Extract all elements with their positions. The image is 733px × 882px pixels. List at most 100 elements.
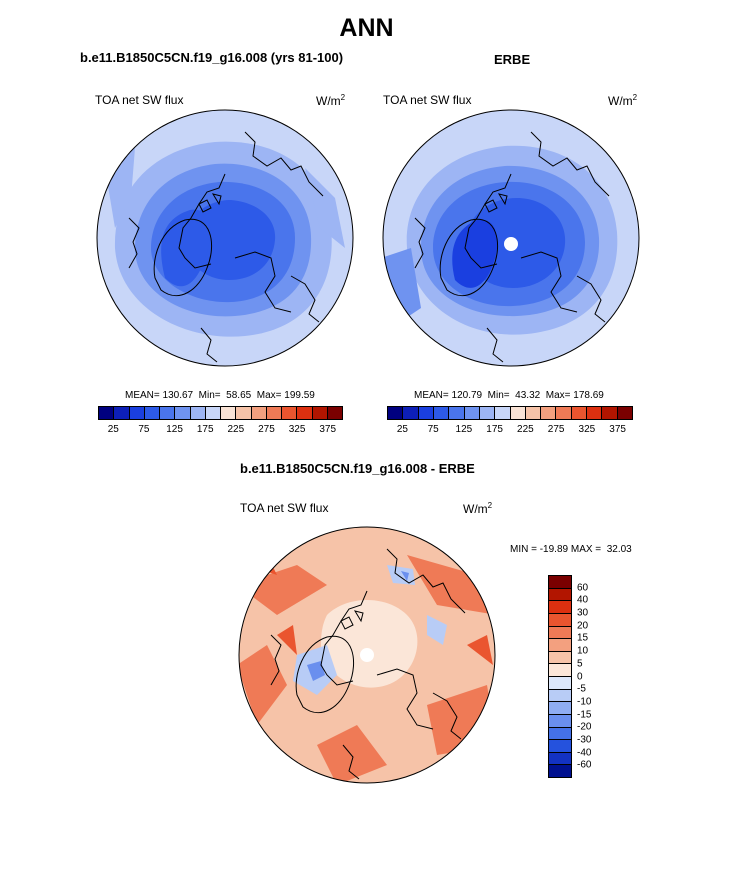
- model-colorbar-swatch: [99, 407, 115, 419]
- obs-colorbar-swatch: [602, 407, 618, 419]
- diff-colorbar-tick-label: 30: [577, 607, 589, 619]
- figure-title: ANN: [339, 14, 394, 42]
- model-colorbar-swatch: [251, 407, 267, 419]
- model-colorbar-tick-label: 325: [288, 424, 306, 435]
- diff-colorbar-swatch: [549, 765, 571, 777]
- diff-map-warm: [239, 555, 495, 783]
- obs-colorbar-tick-label: 275: [547, 424, 565, 435]
- diff-colorbar-swatch: [549, 626, 571, 640]
- obs-colorbar-labels: 25 75 125 175 225 275 325 375: [387, 424, 633, 438]
- diff-stats: MIN = -19.89 MAX = 32.03: [510, 544, 632, 555]
- model-colorbar-tick-label: 75: [138, 424, 150, 435]
- diff-colorbar-swatch: [549, 714, 571, 728]
- diff-colorbar-swatch: [549, 727, 571, 741]
- diff-panel-title: b.e11.B1850C5CN.f19_g16.008 - ERBE: [240, 461, 475, 476]
- obs-colorbar-tick-label: 75: [427, 424, 439, 435]
- diff-colorbar-swatch: [549, 677, 571, 690]
- diff-colorbar-tick-label: 10: [577, 645, 589, 657]
- model-colorbar-swatch: [297, 407, 313, 419]
- obs-colorbar-tick-label: 325: [578, 424, 596, 435]
- obs-colorbar-swatch: [541, 407, 557, 419]
- obs-colorbar-swatch: [403, 407, 419, 419]
- model-colorbar-tick-label: 225: [227, 424, 245, 435]
- obs-colorbar-swatch: [525, 407, 542, 419]
- obs-colorbar-swatch: [388, 407, 404, 419]
- diff-colorbar-tick-label: -15: [577, 709, 592, 721]
- diff-colorbar-swatch: [549, 613, 571, 627]
- obs-polar-map: [382, 109, 640, 367]
- obs-units-label: W/m2: [608, 93, 638, 108]
- diff-colorbar-swatch: [549, 752, 571, 766]
- model-colorbar-swatch: [129, 407, 145, 419]
- model-colorbar-swatch: [175, 407, 191, 419]
- diff-colorbar-swatch: [549, 639, 571, 652]
- model-variable-label: TOA net SW flux: [95, 93, 184, 107]
- model-units-label: W/m2: [316, 93, 346, 108]
- diff-polar-map: [238, 526, 496, 784]
- model-colorbar-tick-label: 375: [319, 424, 337, 435]
- obs-colorbar: [387, 406, 633, 420]
- model-map-patches: [105, 148, 345, 248]
- diff-colorbar-swatch: [549, 588, 571, 602]
- obs-colorbar-swatch: [495, 407, 511, 419]
- obs-colorbar-swatch: [449, 407, 465, 419]
- diff-colorbar-swatch: [549, 689, 571, 703]
- diff-colorbar: [548, 575, 572, 778]
- obs-panel-title: ERBE: [494, 52, 531, 67]
- diff-colorbar-tick-label: 15: [577, 632, 589, 644]
- obs-colorbar-swatch: [479, 407, 496, 419]
- obs-coastlines: [414, 131, 610, 363]
- diff-colorbar-tick-label: 40: [577, 594, 589, 606]
- obs-colorbar-swatch: [418, 407, 434, 419]
- model-colorbar-swatch: [327, 407, 342, 419]
- model-colorbar-swatch: [221, 407, 237, 419]
- obs-colorbar-tick-label: 175: [486, 424, 503, 435]
- model-colorbar-tick-label: 25: [107, 424, 119, 435]
- model-colorbar-swatch: [205, 407, 221, 419]
- diff-colorbar-tick-label: 20: [577, 620, 589, 632]
- diff-map-cold: [307, 571, 409, 681]
- model-colorbar-swatch: [312, 407, 328, 419]
- diff-map-cool: [293, 565, 447, 695]
- diff-map-pale: [321, 600, 418, 688]
- diff-colorbar-tick-label: -5: [577, 683, 586, 695]
- diff-colorbar-swatch: [549, 702, 571, 715]
- obs-pole-hole: [504, 237, 518, 251]
- model-polar-map: [96, 109, 354, 367]
- model-colorbar-swatch: [266, 407, 282, 419]
- obs-colorbar-swatch: [464, 407, 480, 419]
- diff-colorbar-swatch: [549, 740, 571, 753]
- obs-colorbar-tick-label: 25: [396, 424, 408, 435]
- diff-units-label: W/m2: [463, 501, 493, 516]
- obs-colorbar-tick-label: 125: [455, 424, 473, 435]
- obs-colorbar-swatch: [433, 407, 450, 419]
- diff-colorbar-tick-label: 0: [577, 671, 583, 682]
- diff-colorbar-tick-label: -30: [577, 734, 592, 746]
- model-colorbar-swatch: [160, 407, 176, 419]
- diff-colorbar-tick-label: -60: [577, 759, 592, 771]
- diff-colorbar-swatch: [549, 651, 571, 665]
- diff-colorbar-tick-label: -20: [577, 721, 592, 733]
- model-colorbar-swatch: [236, 407, 252, 419]
- obs-colorbar-swatch: [510, 407, 526, 419]
- diff-colorbar-swatch: [549, 576, 571, 589]
- model-coastlines: [128, 131, 324, 363]
- diff-colorbar-tick-label: -40: [577, 747, 592, 759]
- obs-colorbar-tick-label: 375: [609, 424, 626, 435]
- diff-colorbar-tick-label: 60: [577, 582, 589, 594]
- diff-colorbar-swatch: [549, 664, 571, 677]
- diff-colorbar-labels: 60 40 30 20 15 10 5 0 -5 -10 -15 -20 -30 -40 -60: [577, 575, 617, 778]
- model-colorbar-swatch: [114, 407, 130, 419]
- model-colorbar-swatch: [190, 407, 206, 419]
- obs-colorbar-swatch: [587, 407, 603, 419]
- model-colorbar-tick-label: 275: [258, 424, 275, 435]
- diff-variable-label: TOA net SW flux: [240, 501, 329, 515]
- diff-colorbar-swatch: [549, 601, 571, 614]
- obs-stats: MEAN= 120.79 Min= 43.32 Max= 178.69: [414, 390, 604, 401]
- obs-colorbar-swatch: [617, 407, 632, 419]
- obs-colorbar-swatch: [556, 407, 572, 419]
- model-stats: MEAN= 130.67 Min= 58.65 Max= 199.59: [125, 390, 315, 401]
- diff-pole-hole: [360, 648, 374, 662]
- obs-variable-label: TOA net SW flux: [383, 93, 472, 107]
- model-colorbar-swatch: [144, 407, 160, 419]
